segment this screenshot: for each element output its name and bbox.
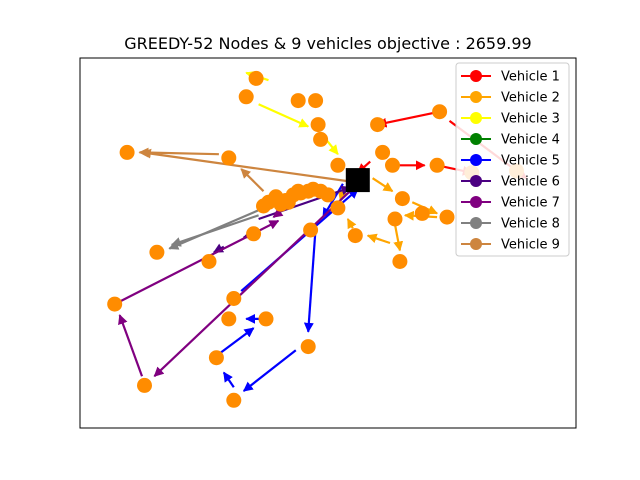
customer-node <box>414 205 430 221</box>
depot-layer <box>345 168 370 193</box>
route-arrow-vehicle-2 <box>371 177 394 193</box>
legend-marker <box>470 217 482 229</box>
customer-node <box>305 181 321 197</box>
route-arrow-vehicle-5 <box>222 371 235 388</box>
customer-node <box>385 157 400 173</box>
customer-node <box>387 211 403 227</box>
nodes-layer <box>107 70 524 408</box>
customer-node <box>370 117 386 133</box>
legend-item-vehicle-2: Vehicle 2 <box>461 91 560 106</box>
legend-marker <box>470 238 482 250</box>
customer-node <box>320 187 336 203</box>
customer-node <box>248 70 264 86</box>
route-arrow-vehicle-5 <box>242 349 297 392</box>
legend-label: Vehicle 9 <box>501 238 560 253</box>
customer-node <box>137 377 152 393</box>
route-arrow-vehicle-5 <box>218 327 255 355</box>
legend-item-vehicle-6: Vehicle 6 <box>461 175 560 190</box>
customer-node <box>308 93 324 109</box>
legend-item-vehicle-9: Vehicle 9 <box>461 238 560 253</box>
route-arrow-vehicle-7 <box>153 183 359 377</box>
customer-node <box>107 296 123 312</box>
legend-label: Vehicle 8 <box>501 217 560 232</box>
legend-item-vehicle-1: Vehicle 1 <box>461 70 560 85</box>
customer-node <box>330 200 346 216</box>
legend-marker <box>470 133 482 145</box>
customer-node <box>149 244 165 260</box>
customer-node <box>201 254 217 269</box>
legend-marker <box>470 175 482 187</box>
legend-label: Vehicle 7 <box>501 196 560 211</box>
customer-node <box>439 209 455 225</box>
plot-frame <box>79 57 577 429</box>
customer-node <box>429 157 445 173</box>
legend-box <box>455 62 570 257</box>
customer-node <box>293 185 309 201</box>
customer-node <box>300 339 316 355</box>
route-arrow-vehicle-9 <box>240 168 265 192</box>
customer-node <box>313 131 329 147</box>
route-arrow-vehicle-2 <box>366 233 391 245</box>
customer-node <box>226 392 242 408</box>
customer-node <box>394 191 410 207</box>
legend-label: Vehicle 6 <box>501 175 560 190</box>
customer-node <box>290 93 306 109</box>
customer-node <box>221 311 237 327</box>
route-arrow-vehicle-9 <box>141 148 353 183</box>
legend-marker <box>470 70 482 82</box>
legend-item-vehicle-4: Vehicle 4 <box>461 133 560 148</box>
customer-node <box>432 104 448 120</box>
customer-node <box>261 194 276 210</box>
route-arrow-vehicle-7 <box>118 314 144 377</box>
legend-label: Vehicle 1 <box>501 70 560 85</box>
legend: Vehicle 1 Vehicle 2 Vehicle 3 Vehicle 4 Vehi… <box>455 62 570 257</box>
legend-marker <box>470 112 482 124</box>
route-arrow-vehicle-9 <box>138 147 219 158</box>
legend-label: Vehicle 3 <box>501 112 560 127</box>
customer-node <box>226 291 242 306</box>
depot-marker <box>345 168 370 193</box>
legend-item-vehicle-3: Vehicle 3 <box>461 112 560 127</box>
customer-node <box>221 150 237 166</box>
customer-node <box>119 144 135 160</box>
route-arrow-vehicle-2 <box>346 218 357 230</box>
chart-title: GREEDY-52 Nodes & 9 vehicles objective :… <box>124 34 531 53</box>
route-arrow-vehicle-3 <box>258 103 310 128</box>
legend-label: Vehicle 5 <box>501 154 560 169</box>
legend-item-vehicle-7: Vehicle 7 <box>461 196 560 211</box>
legend-marker <box>470 154 482 166</box>
legend-marker <box>470 91 482 103</box>
customer-node <box>208 350 224 366</box>
customer-node <box>375 144 391 160</box>
legend-item-vehicle-8: Vehicle 8 <box>461 217 560 232</box>
legend-label: Vehicle 4 <box>501 133 560 148</box>
legend-label: Vehicle 2 <box>501 91 560 106</box>
legend-item-vehicle-5: Vehicle 5 <box>461 154 560 169</box>
customer-node <box>273 196 289 212</box>
route-arrow-vehicle-7 <box>272 207 284 218</box>
customer-node <box>310 117 326 133</box>
customer-node <box>258 311 274 327</box>
customer-node <box>347 228 363 244</box>
customer-node <box>303 222 319 238</box>
route-arrow-vehicle-6 <box>213 243 225 254</box>
route-arrow-vehicle-2 <box>393 224 404 252</box>
route-arrow-vehicle-1 <box>376 110 440 128</box>
customer-node <box>238 89 254 105</box>
route-arrow-vehicle-8 <box>168 204 269 250</box>
route-arrow-vehicle-5 <box>303 228 317 333</box>
customer-node <box>330 157 346 173</box>
customer-node <box>246 226 262 242</box>
route-arrow-vehicle-8 <box>170 214 259 247</box>
legend-marker <box>470 196 482 208</box>
customer-node <box>392 254 408 269</box>
